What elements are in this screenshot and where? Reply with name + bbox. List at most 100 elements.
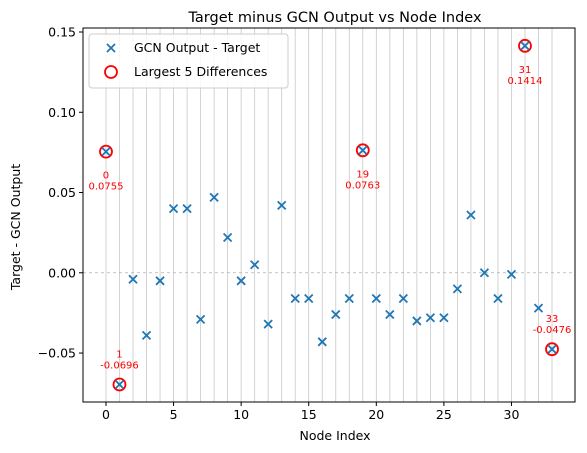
x-tick-label: 5 [170, 407, 178, 422]
x-marker-stroke [182, 203, 192, 214]
data-point [358, 145, 368, 155]
x-tick-label: 20 [368, 407, 384, 422]
x-marker-stroke [533, 303, 544, 313]
legend-marker-gcn-output [106, 43, 116, 53]
x-marker-stroke [358, 145, 368, 155]
data-point [290, 293, 300, 304]
data-point [452, 284, 463, 294]
x-marker-stroke [236, 276, 246, 286]
x-tick-label: 0 [102, 407, 110, 422]
y-tick-label: −0.05 [38, 346, 76, 361]
legend: GCN Output - Target Largest 5 Difference… [88, 33, 289, 89]
x-marker-stroke [168, 203, 179, 214]
x-marker-stroke [547, 344, 557, 354]
annotation-layer: 00.0755 1-0.0696 190.0763 310.1414 33-0.0476 [88, 65, 571, 372]
x-marker-stroke [425, 313, 436, 323]
annotation-value-label: 0.0755 [88, 182, 123, 193]
x-marker-stroke [371, 293, 381, 304]
x-marker-stroke [493, 293, 503, 304]
data-point [209, 192, 219, 202]
x-marker-stroke [209, 192, 219, 202]
x-marker-stroke [317, 337, 327, 347]
data-point [371, 293, 381, 304]
x-tick-label: 25 [436, 407, 452, 422]
data-point [195, 314, 206, 324]
data-point [114, 379, 125, 390]
x-tick-label: 30 [504, 407, 520, 422]
x-marker-stroke [141, 330, 152, 341]
legend-box [88, 33, 289, 89]
y-tick-label: 0.10 [48, 105, 76, 120]
y-tick-label: 0.15 [48, 25, 76, 40]
data-point [331, 309, 341, 320]
data-point [398, 293, 408, 304]
y-tick-label: 0.00 [48, 265, 76, 280]
data-point [506, 269, 517, 280]
x-marker-stroke [479, 268, 490, 278]
x-marker-stroke [385, 309, 395, 320]
annotation-node-label: 33 [546, 314, 559, 325]
x-marker-stroke [439, 313, 449, 323]
data-point [101, 146, 111, 157]
data-point [128, 274, 138, 284]
highlight-circle [112, 377, 127, 392]
highlight-circle [99, 144, 113, 159]
data-point [141, 330, 152, 341]
data-point [155, 276, 165, 286]
annotation-value-label: -0.0476 [533, 325, 572, 336]
y-axis-title: Target - GCN Output [8, 164, 23, 291]
legend-circle-marker [104, 65, 118, 79]
x-marker-stroke [520, 41, 530, 51]
data-point [479, 268, 490, 278]
data-point [317, 337, 327, 347]
annotation-node-label: 0 [103, 171, 109, 182]
annotation-value-label: 0.1414 [507, 76, 542, 87]
tick-layer: 0 5 10 15 20 25 30−0.050.000.050.100.15 [38, 25, 520, 422]
data-point [493, 293, 503, 304]
x-marker-stroke [466, 210, 476, 220]
x-tick-label: 15 [301, 407, 317, 422]
legend-label-largest-differences: Largest 5 Differences [134, 64, 267, 79]
marks-layer [99, 38, 559, 392]
data-point [250, 260, 260, 270]
highlight-circle [545, 342, 559, 357]
x-marker-stroke [250, 260, 260, 270]
data-point [263, 319, 273, 329]
data-point [222, 232, 233, 243]
data-point [466, 210, 476, 220]
x-marker-stroke [290, 293, 300, 304]
x-marker-stroke [506, 269, 517, 280]
data-point [547, 344, 557, 354]
legend-marker-largest-differences [104, 65, 118, 79]
x-marker-stroke [331, 309, 341, 320]
data-point [168, 203, 179, 214]
data-point [520, 41, 530, 51]
x-marker-stroke [114, 379, 125, 390]
x-marker-stroke [304, 293, 314, 304]
annotation-value-label: -0.0696 [100, 361, 139, 372]
x-marker-stroke [452, 284, 463, 294]
data-point [277, 200, 287, 211]
highlight-circle [518, 38, 532, 53]
chart-title: Target minus GCN Output vs Node Index [187, 10, 481, 26]
data-point [425, 313, 436, 323]
x-marker-stroke [195, 314, 206, 324]
data-point [236, 276, 246, 286]
legend-label-gcn-output: GCN Output - Target [134, 40, 260, 55]
x-marker-stroke [344, 293, 354, 304]
annotation-node-label: 31 [519, 65, 532, 76]
y-tick-label: 0.05 [48, 185, 76, 200]
data-point [533, 303, 544, 313]
data-point [344, 293, 354, 304]
x-axis-title: Node Index [299, 428, 370, 443]
x-marker-stroke [222, 232, 233, 243]
x-tick-label: 10 [233, 407, 249, 422]
x-marker-stroke [155, 276, 165, 286]
x-marker-stroke [398, 293, 408, 304]
annotation-node-label: 1 [116, 350, 122, 361]
x-marker-stroke [412, 316, 422, 326]
highlight-circle [355, 143, 370, 158]
grid-layer [83, 28, 575, 402]
x-marker-stroke [128, 274, 138, 284]
